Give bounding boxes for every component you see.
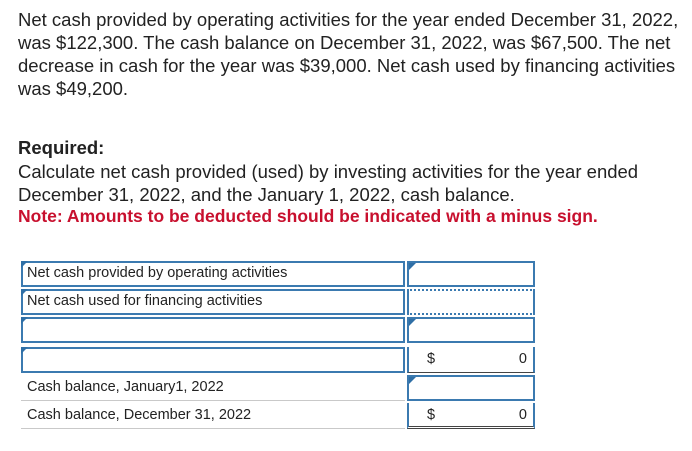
label-dropdown[interactable]: Net cash used for financing activities: [21, 289, 405, 315]
problem-text: Net cash provided by operating activitie…: [18, 9, 679, 99]
dropdown-marker-icon: [21, 347, 28, 354]
input-marker-icon: [409, 377, 416, 384]
total-cell: $ 0: [407, 403, 535, 429]
label-dropdown[interactable]: [21, 317, 405, 343]
amount-input[interactable]: [407, 289, 535, 315]
row-label: Net cash provided by operating activitie…: [27, 265, 288, 281]
row-label: Cash balance, January1, 2022: [27, 379, 224, 395]
required-text: Calculate net cash provided (used) by in…: [18, 161, 639, 205]
input-marker-icon: [409, 263, 416, 270]
dropdown-marker-icon: [21, 317, 28, 324]
input-marker-icon: [409, 319, 416, 326]
row-label: Cash balance, December 31, 2022: [27, 407, 252, 423]
label-dropdown[interactable]: [21, 347, 405, 373]
static-label: Cash balance, January1, 2022: [21, 375, 405, 401]
amount-value: 0: [518, 351, 527, 367]
dropdown-marker-icon: [21, 289, 28, 296]
amount-input[interactable]: [407, 375, 535, 401]
label-dropdown[interactable]: Net cash provided by operating activitie…: [21, 261, 405, 287]
amount-input[interactable]: [407, 261, 535, 287]
note-text: Note: Amounts to be deducted should be i…: [18, 206, 598, 226]
total-cell: $ 0: [407, 347, 535, 373]
currency-symbol: $: [427, 407, 436, 423]
currency-symbol: $: [427, 351, 436, 367]
static-label: Cash balance, December 31, 2022: [21, 403, 405, 429]
amount-input[interactable]: [407, 317, 535, 343]
amount-value: 0: [518, 407, 527, 423]
dropdown-marker-icon: [21, 261, 28, 268]
required-heading: Required:: [18, 137, 105, 158]
row-label: Net cash used for financing activities: [27, 293, 263, 309]
